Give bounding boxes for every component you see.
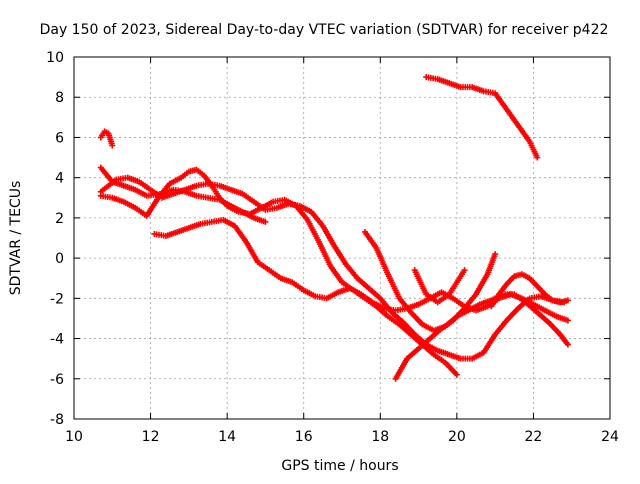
series-track-8	[411, 267, 468, 306]
y-tick-label: 8	[55, 90, 64, 106]
data-point	[564, 297, 571, 304]
y-axis-label: SDTVAR / TECUs	[8, 181, 24, 296]
data-point	[461, 267, 468, 274]
x-tick-label: 16	[295, 429, 313, 445]
x-tick-label: 12	[142, 429, 160, 445]
x-tick-label: 22	[525, 429, 543, 445]
x-axis-label: GPS time / hours	[281, 458, 398, 474]
x-tick-label: 10	[65, 429, 83, 445]
chart-title: Day 150 of 2023, Sidereal Day-to-day VTE…	[40, 22, 609, 38]
x-tick-label: 18	[371, 429, 389, 445]
y-tick-label: 4	[55, 171, 64, 187]
y-tick-label: 2	[55, 211, 64, 227]
series-track-7	[392, 251, 499, 382]
y-tick-label: -4	[50, 332, 64, 348]
grid	[74, 57, 610, 419]
data-point	[453, 371, 460, 378]
x-tick-label: 24	[601, 429, 619, 445]
data-point	[109, 142, 116, 149]
data-point	[564, 341, 571, 348]
y-tick-label: 6	[55, 130, 64, 146]
series-track-3	[97, 166, 460, 378]
data-point	[492, 251, 499, 258]
series-track-5	[151, 216, 571, 324]
plot-area	[97, 74, 571, 382]
data-point	[534, 154, 541, 161]
data-point	[262, 218, 269, 225]
series-track-10	[423, 74, 541, 161]
x-tick-label: 14	[218, 429, 236, 445]
series-track-6	[361, 228, 571, 348]
series-track-1	[97, 128, 116, 149]
y-tick-label: 10	[46, 50, 64, 66]
data-point	[564, 317, 571, 324]
x-tick-label: 20	[448, 429, 466, 445]
y-tick-label: -8	[50, 412, 64, 428]
y-tick-label: -6	[50, 372, 64, 388]
y-tick-label: 0	[55, 251, 64, 267]
plot-frame	[73, 56, 611, 420]
y-tick-label: -2	[50, 291, 64, 307]
series-track-9	[488, 271, 571, 310]
